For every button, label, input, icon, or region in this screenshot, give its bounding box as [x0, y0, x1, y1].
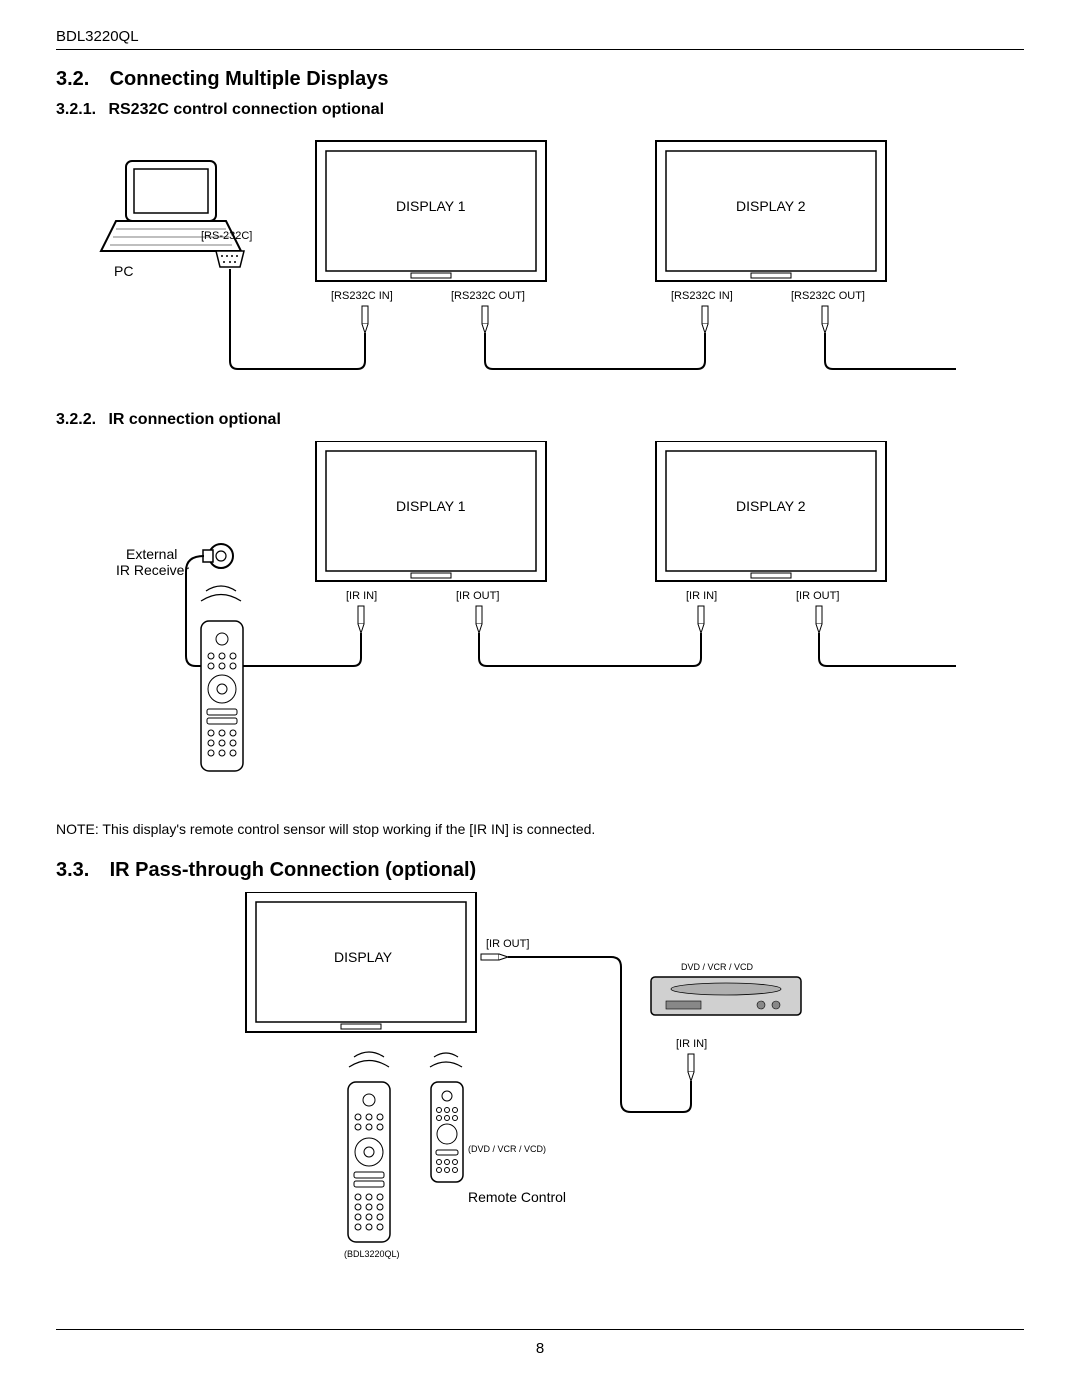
- d2-out-label: [RS232C OUT]: [791, 290, 865, 302]
- jack-icon: [476, 606, 482, 633]
- display-label: DISPLAY: [334, 949, 393, 965]
- jack-icon: [481, 954, 508, 960]
- note-text: NOTE: This display's remote control sens…: [56, 821, 1024, 837]
- remote-ctrl-label: Remote Control: [468, 1189, 566, 1205]
- diagram-ir: External IR Receiver DISPLAY 1 [IR IN] […: [56, 441, 1024, 801]
- diagram-ir-passthrough: DISPLAY [IR OUT] DVD / VCR / VCD [IR IN]: [56, 892, 1024, 1282]
- jack-icon: [822, 306, 828, 333]
- sec-num: 3.2.: [56, 68, 104, 91]
- note-body: This display's remote control sensor wil…: [102, 821, 595, 837]
- d2-in-label: [IR IN]: [686, 590, 717, 602]
- jack-icon: [358, 606, 364, 633]
- sec-title: IR Pass-through Connection (optional): [110, 859, 477, 881]
- sec-title: Connecting Multiple Displays: [110, 68, 389, 90]
- footer: 8: [56, 1329, 1024, 1357]
- d1-out-label: [RS232C OUT]: [451, 290, 525, 302]
- remote-icon: [201, 621, 243, 771]
- dvd-device-icon: [651, 977, 801, 1015]
- section-3-2-1-heading: 3.2.1. RS232C control connection optiona…: [56, 101, 1024, 119]
- d2-out-label: [IR OUT]: [796, 590, 839, 602]
- display1-label: DISPLAY 1: [396, 198, 466, 214]
- display1-label: DISPLAY 1: [396, 498, 466, 514]
- diagram-rs232c: PC [RS-232C] DISPLAY 1 [RS232C IN] [RS23…: [56, 131, 1024, 391]
- rs232c-label: [RS-232C]: [201, 230, 252, 242]
- device-label: DVD / VCR / VCD: [681, 962, 754, 972]
- connector-icon: [216, 251, 244, 267]
- sub-num: 3.2.1.: [56, 101, 104, 119]
- note-prefix: NOTE:: [56, 821, 102, 837]
- remote1-label: (BDL3220QL): [344, 1249, 400, 1259]
- jack-icon: [702, 306, 708, 333]
- header-model: BDL3220QL: [56, 28, 1024, 50]
- sec-num: 3.3.: [56, 859, 104, 882]
- ir-receiver-icon: [203, 544, 233, 568]
- ext-ir-label-1: External: [126, 546, 177, 562]
- ext-ir-label-2: IR Receiver: [116, 562, 189, 578]
- ir-out-label: [IR OUT]: [486, 938, 529, 950]
- section-3-3-heading: 3.3. IR Pass-through Connection (optiona…: [56, 859, 1024, 882]
- remote-icon: [431, 1082, 463, 1182]
- ir-in-label: [IR IN]: [676, 1038, 707, 1050]
- pc-label: PC: [114, 263, 133, 279]
- sub-title: RS232C control connection optional: [108, 101, 384, 118]
- jack-icon: [482, 306, 488, 333]
- d1-in-label: [IR IN]: [346, 590, 377, 602]
- display2-label: DISPLAY 2: [736, 198, 806, 214]
- remote2-label: (DVD / VCR / VCD): [468, 1144, 546, 1154]
- d1-out-label: [IR OUT]: [456, 590, 499, 602]
- section-3-2-heading: 3.2. Connecting Multiple Displays: [56, 68, 1024, 91]
- sub-title: IR connection optional: [108, 411, 280, 428]
- d2-in-label: [RS232C IN]: [671, 290, 733, 302]
- d1-in-label: [RS232C IN]: [331, 290, 393, 302]
- remote-icon: [348, 1082, 390, 1242]
- jack-icon: [816, 606, 822, 633]
- section-3-2-2-heading: 3.2.2. IR connection optional: [56, 411, 1024, 429]
- jack-icon: [688, 1054, 694, 1081]
- jack-icon: [698, 606, 704, 633]
- sub-num: 3.2.2.: [56, 411, 104, 429]
- jack-icon: [362, 306, 368, 333]
- page-number: 8: [536, 1340, 544, 1357]
- display2-label: DISPLAY 2: [736, 498, 806, 514]
